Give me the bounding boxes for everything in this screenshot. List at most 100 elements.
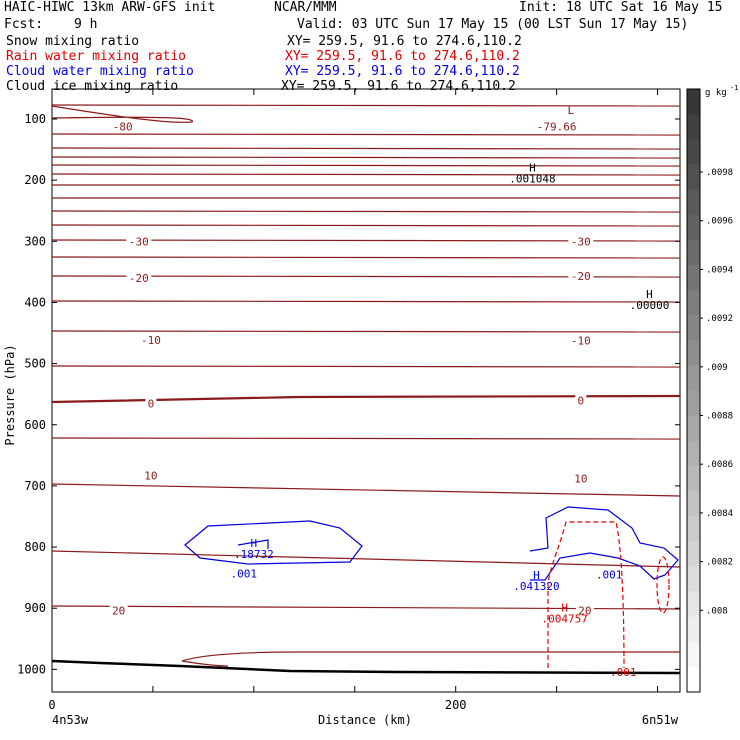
- contour-value-label: .001: [231, 567, 258, 580]
- colorbar-swatch: [687, 666, 700, 693]
- extremum-mark: H: [646, 288, 653, 301]
- field-cloudwater-xy: XY= 259.5, 91.6 to 274.6,110.2: [285, 64, 520, 79]
- temperature-label-bg: [109, 604, 128, 617]
- colorbar-swatch: [687, 566, 700, 592]
- model-title: HAIC-HIWC 13km ARW-GFS init: [4, 0, 216, 15]
- colorbar-swatch: [687, 89, 700, 115]
- colorbar-swatch: [687, 390, 700, 417]
- y-tick-label: 900: [24, 601, 46, 615]
- extremum-mark: H: [251, 537, 258, 550]
- temperature-label-bg: [145, 397, 157, 410]
- temperature-label-bg: [568, 334, 594, 347]
- contour-value-label: .001: [596, 569, 623, 582]
- temperature-label: -10: [141, 334, 161, 347]
- extremum-value: .001048: [509, 173, 555, 186]
- x-tick-label: 200: [445, 698, 467, 712]
- colorbar-swatch: [687, 541, 700, 567]
- temperature-label: -30: [129, 235, 149, 248]
- colorbar-tick-label: .009: [706, 363, 728, 373]
- y-tick-label: 600: [24, 418, 46, 432]
- temperature-label-bg: [126, 271, 152, 284]
- y-tick-label: 200: [24, 173, 46, 187]
- colorbar-swatch: [687, 465, 700, 492]
- extremum-mark: H: [533, 569, 540, 582]
- org-label: NCAR/MMM: [274, 0, 337, 15]
- temperature-label-bg: [568, 270, 594, 283]
- colorbar-swatch: [687, 214, 700, 241]
- extremum-value: .00000: [630, 299, 670, 312]
- colorbar-tick-label: .0084: [706, 509, 733, 519]
- colorbar-tick-label: .008: [706, 606, 728, 616]
- y-tick-label: 500: [24, 357, 46, 371]
- colorbar-swatch: [687, 189, 700, 216]
- field-cloudice-name: Cloud ice mixing ratio: [6, 79, 179, 94]
- extremum-mark: L: [567, 104, 574, 117]
- temperature-label: 20: [112, 605, 125, 618]
- colorbar-frame: [686, 88, 701, 693]
- temperature-label: 20: [578, 605, 591, 618]
- colorbar-tick-label: .0088: [706, 412, 733, 422]
- valid-time: Valid: 03 UTC Sun 17 May 15 (00 LST Sun …: [297, 17, 689, 32]
- x-tick-label: 0: [48, 698, 55, 712]
- temperature-label-bg: [126, 235, 152, 248]
- colorbar-swatch: [687, 365, 700, 391]
- colorbar-swatch: [687, 340, 700, 366]
- extremum-value: .004757: [542, 612, 588, 625]
- colorbar-tick-label: .0092: [706, 314, 733, 324]
- y-tick-label: 800: [24, 540, 46, 554]
- x-right-label: 6n51w: [642, 713, 679, 727]
- contour-value-label: .001: [610, 666, 637, 679]
- y-axis-title: Pressure (hPa): [3, 344, 17, 445]
- x-axis-title: Distance (km): [318, 713, 412, 727]
- extremum-value: .18732: [234, 548, 274, 561]
- temperature-label: -10: [571, 334, 591, 347]
- plot-frame: [51, 88, 681, 693]
- field-rain-name: Rain water mixing ratio: [6, 49, 187, 64]
- colorbar-tick-label: .0094: [706, 265, 733, 275]
- y-tick-label: 400: [24, 295, 46, 309]
- cloud-water-contours: [184, 506, 679, 581]
- temperature-label: 10: [574, 473, 587, 486]
- colorbar-swatch: [687, 164, 700, 190]
- colorbar-swatch: [687, 591, 700, 618]
- y-tick-label: 300: [24, 234, 46, 248]
- temperature-label-bg: [575, 394, 587, 407]
- field-snow-name: Snow mixing ratio: [6, 34, 140, 49]
- rain-water-contours: [547, 521, 670, 669]
- colorbar-swatch: [687, 114, 700, 140]
- y-tick-label: 1000: [17, 662, 46, 676]
- isotherm-lines: [51, 104, 681, 667]
- temperature-label-bg: [568, 235, 594, 248]
- contour-labels: -80 -79.66 -30 -30 -20 -20 -10 -10 0 0 10 10 20 20 L H.…: [109, 104, 670, 679]
- field-snow-xy: XY= 259.5, 91.6 to 274.6,110.2: [287, 34, 522, 49]
- temperature-label: -80: [113, 120, 133, 133]
- colorbar-tick-label: .0096: [706, 217, 733, 227]
- colorbar-unit: g kg: [705, 88, 727, 98]
- field-cloudice-xy: XY= 259.5, 91.6 to 274.6,110.2: [281, 79, 516, 94]
- temperature-label-bg: [575, 604, 594, 617]
- x-axis: 0 200: [48, 89, 659, 712]
- field-rain-xy: XY= 259.5, 91.6 to 274.6,110.2: [285, 49, 520, 64]
- y-tick-label: 700: [24, 479, 46, 493]
- temperature-label: 0: [148, 397, 155, 410]
- temperature-label: 0: [578, 394, 585, 407]
- temperature-label: -20: [129, 272, 149, 285]
- colorbar-tick-label: .0086: [706, 460, 733, 470]
- temperature-label-bg: [138, 333, 164, 346]
- colorbar-swatch: [687, 415, 700, 442]
- colorbar-swatch: [687, 641, 700, 668]
- extremum-mark: H: [529, 162, 536, 175]
- x-left-label: 4n53w: [52, 713, 89, 727]
- temperature-label-bg: [571, 472, 590, 485]
- temperature-label-bg: [110, 120, 136, 133]
- extremum-mark: H: [561, 601, 568, 614]
- init-time: Init: 18 UTC Sat 16 May 15: [519, 0, 723, 15]
- colorbar-swatch: [687, 491, 700, 517]
- colorbar-swatch: [687, 440, 700, 467]
- extremum-value: .041320: [513, 580, 559, 593]
- colorbar-unit-exp: -1: [730, 84, 738, 92]
- temperature-label: -30: [571, 235, 591, 248]
- colorbar: .0098 .0096 .0094 .0092 .009 .0088 .0086 .0084.…: [686, 88, 733, 693]
